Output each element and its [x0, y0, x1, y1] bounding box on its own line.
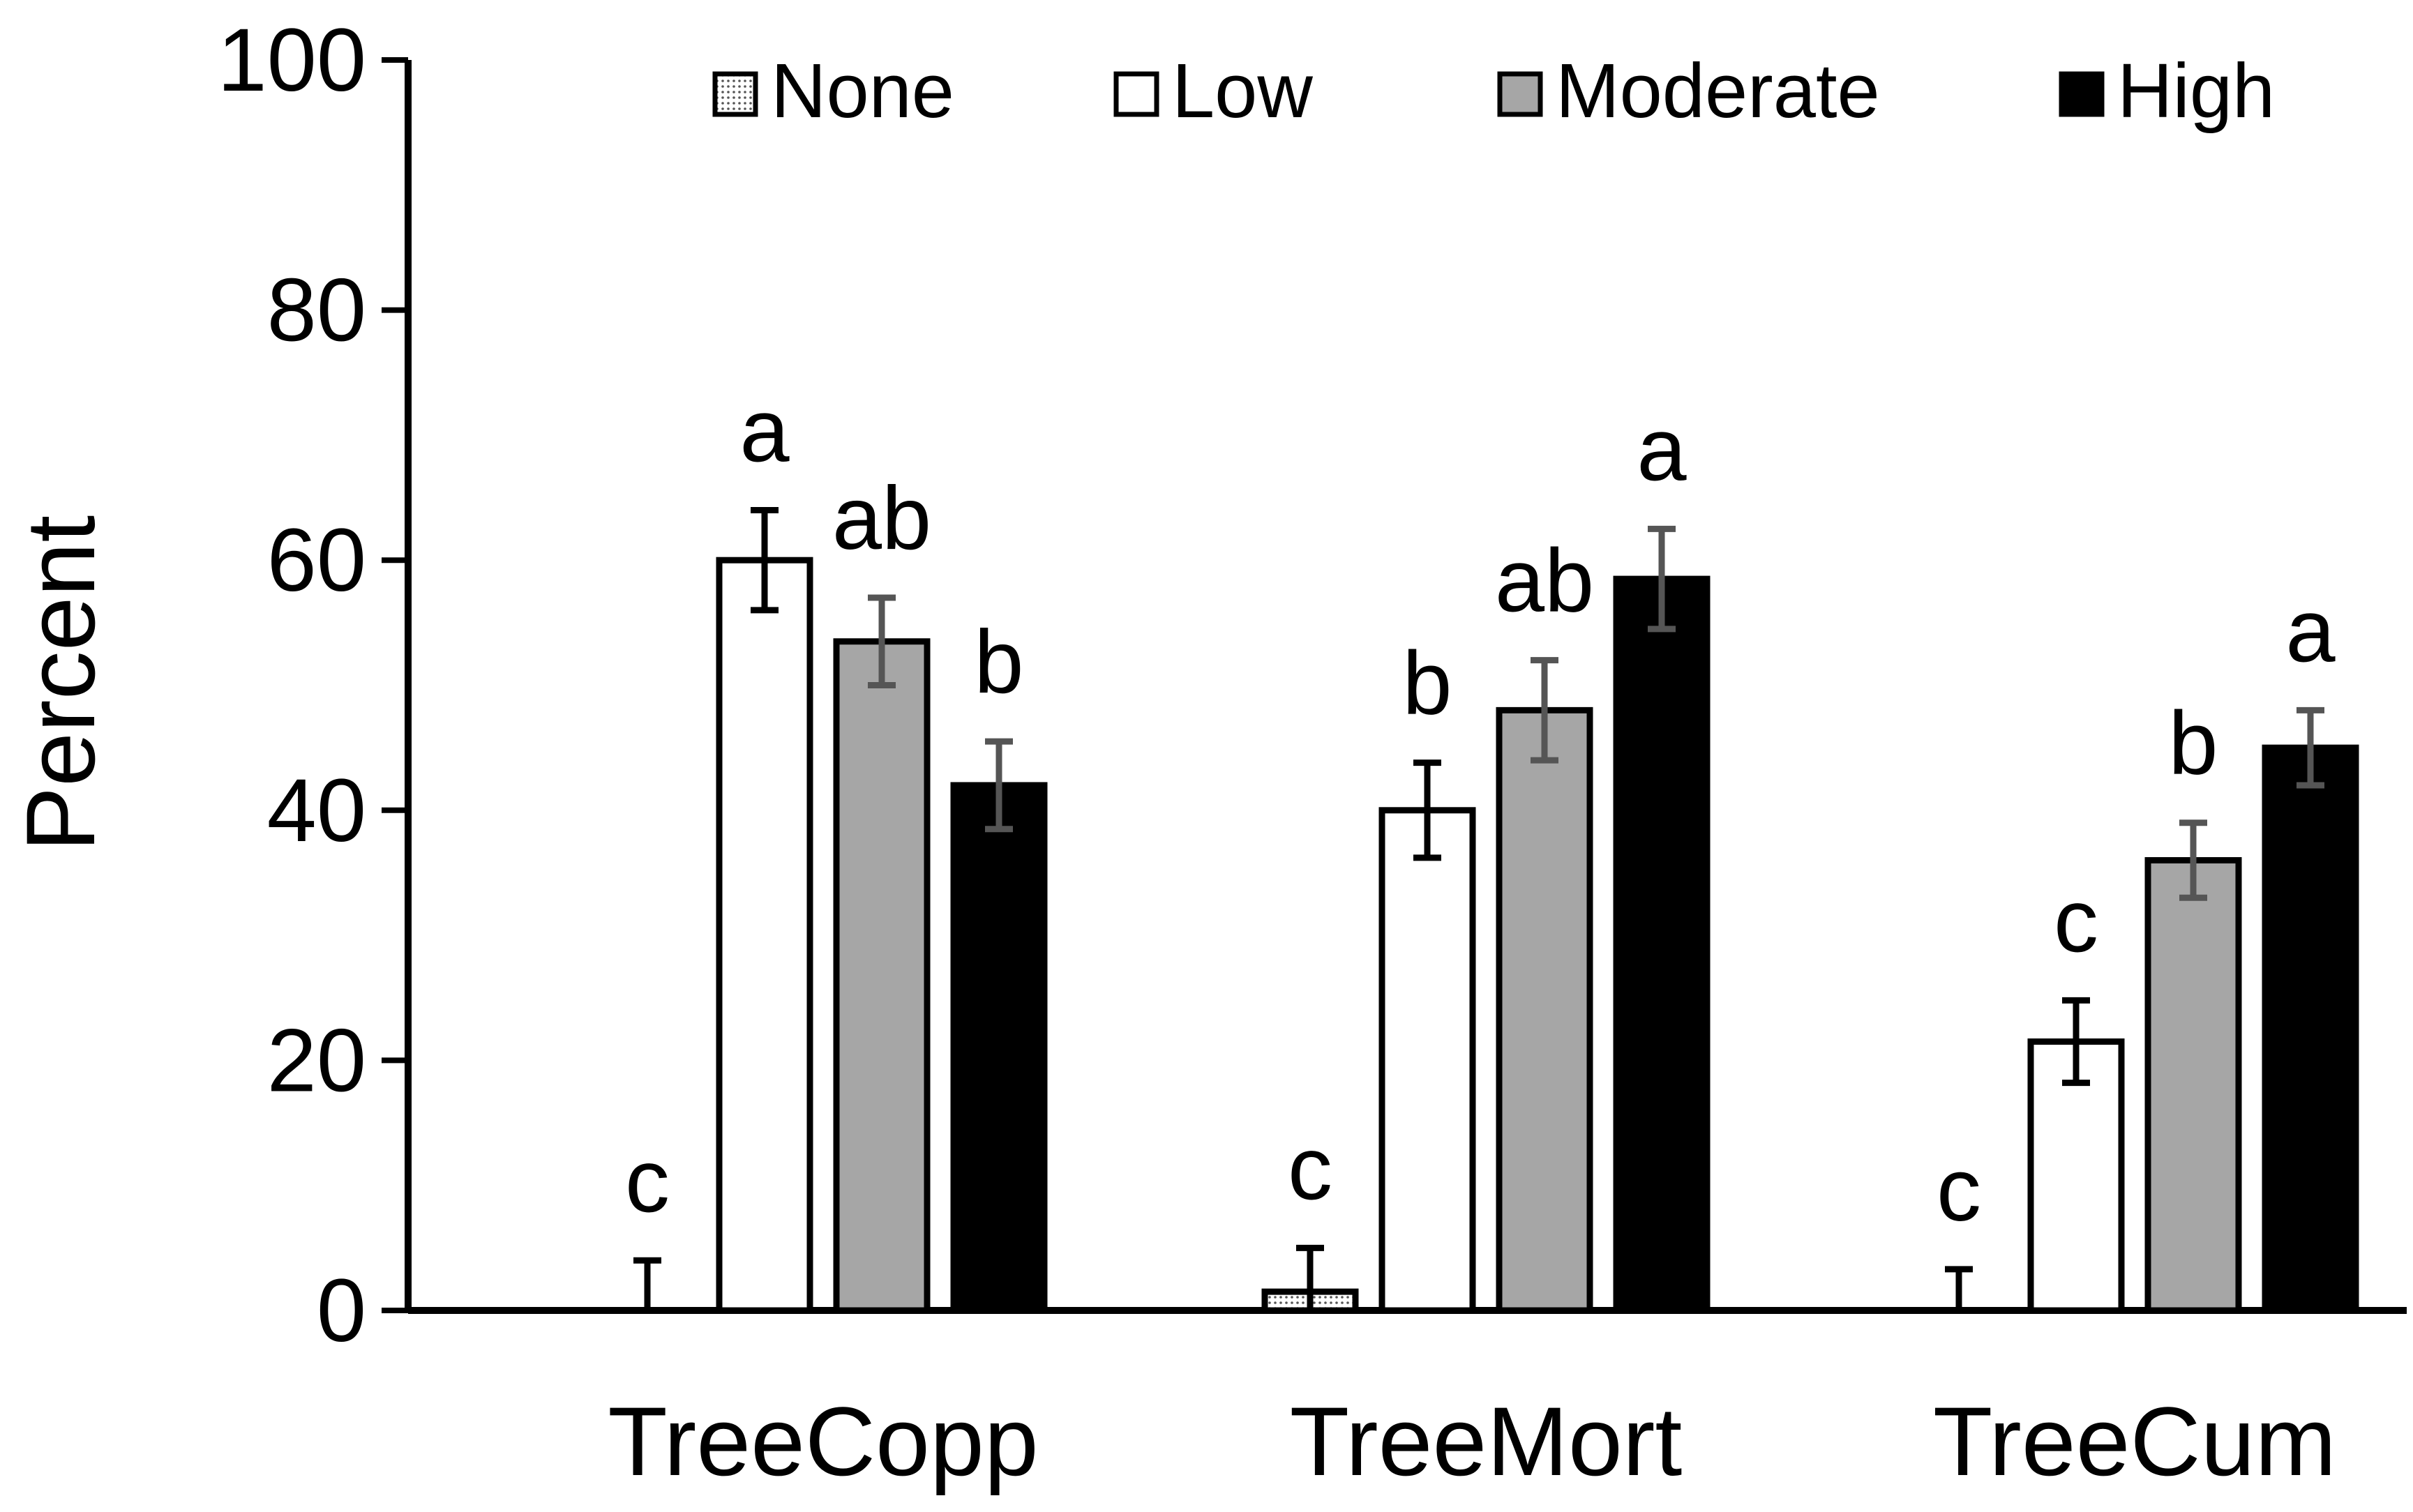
significance-letter: b	[2168, 694, 2218, 794]
significance-letter: b	[1402, 634, 1452, 734]
y-tick-label: 60	[267, 511, 366, 610]
significance-letter: b	[974, 612, 1023, 712]
significance-letter: ab	[832, 469, 931, 568]
x-category-label: TreeCum	[1933, 1386, 2336, 1496]
x-category-label: TreeCopp	[608, 1386, 1038, 1496]
y-tick-label: 20	[267, 1011, 366, 1110]
legend-swatch-moderate	[1497, 71, 1543, 117]
bar-moderate-treecum	[2144, 857, 2242, 1314]
legend-label-moderate: Moderate	[1556, 48, 1880, 134]
bar-low-treecum	[2027, 1038, 2125, 1314]
significance-letter: c	[1288, 1119, 1332, 1218]
y-tick-label: 100	[217, 10, 366, 110]
legend-label-low: Low	[1172, 48, 1313, 134]
significance-letter: a	[2285, 581, 2336, 681]
significance-letter: c	[2054, 871, 2098, 971]
y-tick-label: 0	[317, 1261, 366, 1361]
x-axis: TreeCopp TreeMort TreeCum	[408, 1307, 2407, 1496]
legend-label-high: High	[2117, 48, 2275, 134]
bar-high-treecum	[2262, 744, 2359, 1314]
bar-low-treemort	[1378, 807, 1476, 1314]
y-tick-label: 80	[267, 261, 366, 361]
legend-swatch-none	[712, 71, 758, 117]
y-tick-label: 40	[267, 761, 366, 861]
significance-letter: a	[1637, 400, 1687, 499]
y-axis-title: Percent	[6, 515, 115, 852]
bars	[716, 557, 2359, 1314]
significance-letter: c	[1937, 1140, 1981, 1240]
bar-high-treecopp	[950, 782, 1048, 1314]
significance-letter: ab	[1495, 531, 1594, 631]
x-category-label: TreeMort	[1290, 1386, 1683, 1496]
bar-moderate-treecopp	[833, 638, 931, 1314]
bar-high-treemort	[1613, 575, 1711, 1314]
legend-swatch-low	[1113, 71, 1159, 117]
bar-low-treecopp	[716, 557, 813, 1314]
significance-letter: c	[625, 1131, 670, 1231]
legend-swatch-high	[2059, 71, 2105, 117]
bar-moderate-treemort	[1496, 706, 1593, 1314]
error-bars	[633, 506, 2324, 1314]
significance-letter: a	[739, 381, 790, 481]
legend: None Low Moderate High	[712, 48, 2275, 134]
y-axis: 0 20 40 60 80 100	[217, 10, 412, 1361]
legend-label-none: None	[771, 48, 954, 134]
